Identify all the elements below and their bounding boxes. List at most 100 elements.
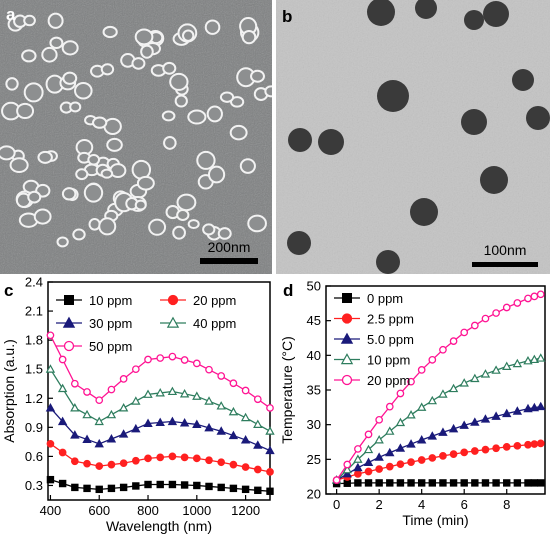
sem-particle [207,165,226,184]
data-point [180,481,189,489]
data-point [374,435,384,444]
legend-label: 20 ppm [367,373,410,388]
panel-label-a: a [6,5,16,24]
sem-image-panel: 200nm a [0,0,272,274]
data-point [228,430,239,440]
sem-particle [98,217,117,236]
data-point [524,294,532,303]
data-point [386,479,394,487]
data-point [253,419,263,428]
series-0-ppm [332,479,545,488]
data-point [353,454,363,463]
data-point [95,485,103,494]
data-point [107,385,116,394]
series-40-ppm [45,364,275,435]
data-point [205,456,213,465]
data-point [470,447,479,455]
data-point [354,445,362,453]
data-point [192,454,201,463]
data-point [58,355,67,364]
data-point [529,402,540,412]
sem-particle [88,217,101,231]
sem-particle [241,29,257,45]
scale-bar-label-b: 100nm [484,242,527,258]
tem-particle [287,231,311,255]
data-point [481,314,490,323]
sem-particle [75,168,89,181]
data-point [205,365,213,374]
data-point [83,388,91,396]
sem-particle [219,91,235,103]
data-point [491,411,501,420]
data-point [192,419,202,428]
data-point [131,396,141,405]
data-point [95,462,104,470]
data-point [459,378,469,387]
tem-particle [480,166,508,194]
data-point [427,431,438,440]
sem-image: 200nm a [0,0,272,274]
y-tick-label: 45 [307,313,321,328]
tem-particle [318,129,344,155]
data-point [58,479,67,488]
sem-particle [49,36,64,49]
sem-particle [204,19,221,35]
data-point [265,445,275,455]
data-point [438,427,448,436]
data-point [216,401,226,410]
data-point [492,479,500,487]
data-point [471,479,479,487]
data-point [470,417,480,426]
data-point [266,468,274,476]
panel-label: d [283,281,293,300]
series-10-ppm [331,353,546,484]
data-point [228,406,239,416]
panel-label: c [4,281,13,300]
data-point [70,403,80,412]
data-point [70,457,79,466]
series-5-0-ppm [331,401,546,484]
sem-particle [187,109,207,125]
data-point [492,309,500,317]
data-point [143,389,153,398]
data-point [407,377,415,386]
data-point [480,369,491,378]
sem-particle [83,183,104,203]
series-20-ppm [46,439,274,476]
data-point [530,292,539,301]
plot-frame [47,281,271,501]
data-point [46,475,55,484]
x-tick-label: 0 [333,497,340,512]
absorption-chart: 400 600 800 1000 1200 0.3 0.6 0.9 1.2 1.5 1.8 2.1 2.… [1,276,275,534]
data-point [480,414,491,423]
data-point [353,462,363,472]
data-point [107,460,116,469]
data-point [94,438,104,448]
data-point [512,406,523,415]
data-point [82,434,92,443]
data-point [241,386,250,395]
sem-particle [163,135,177,150]
data-point [192,391,202,400]
data-point [523,355,533,365]
data-point [375,479,383,487]
data-point [536,439,545,448]
sem-particle [9,157,29,174]
series-2-5-ppm [332,439,545,484]
x-tick-label: 2 [376,497,383,512]
sem-particles [0,12,272,248]
data-point [537,479,545,487]
data-point [57,383,68,393]
data-point [448,383,459,393]
data-point [354,479,362,487]
data-point [144,454,152,463]
sem-particle [169,72,189,91]
sem-particle [202,223,216,236]
sem-particle [196,150,216,170]
data-point [502,408,512,418]
sem-particle [74,82,93,100]
legend-label: 40 ppm [193,316,236,331]
sem-particle [69,101,82,113]
x-tick-label: 4 [418,497,425,512]
data-point [106,434,117,443]
